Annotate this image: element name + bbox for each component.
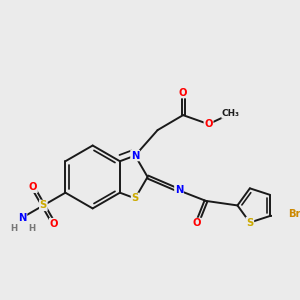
Text: CH₃: CH₃ [222, 109, 240, 118]
Text: N: N [175, 185, 183, 195]
Text: S: S [40, 200, 47, 210]
Text: Br: Br [288, 209, 300, 220]
Text: O: O [204, 119, 213, 129]
Text: O: O [28, 182, 37, 192]
Text: N: N [131, 151, 139, 160]
Text: O: O [179, 88, 187, 98]
Text: O: O [50, 219, 58, 229]
Text: H: H [28, 224, 35, 232]
Text: S: S [131, 194, 139, 203]
Text: N: N [18, 212, 27, 223]
Text: S: S [246, 218, 254, 227]
Text: H: H [10, 224, 17, 232]
Text: O: O [193, 218, 201, 228]
